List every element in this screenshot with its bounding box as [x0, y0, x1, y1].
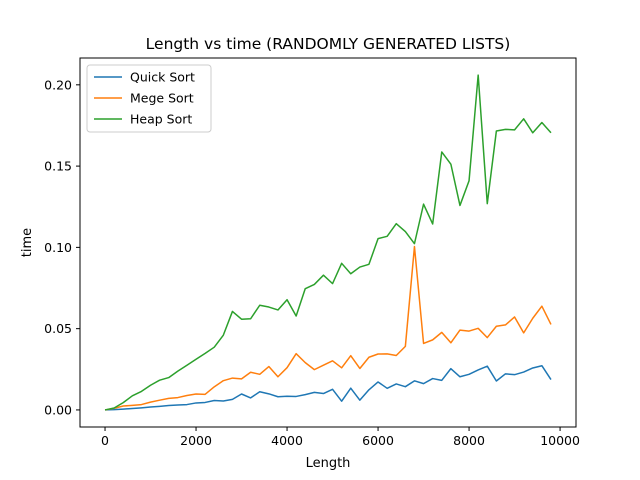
legend: Quick Sort Mege Sort Heap Sort — [86, 64, 212, 133]
series-line-mege-sort — [104, 245, 552, 411]
x-tick-label: 0 — [101, 433, 109, 448]
x-tick-label: 2000 — [180, 433, 212, 448]
y-tick-label: 0.15 — [44, 159, 72, 174]
x-tick-label: 10000 — [540, 433, 580, 448]
chart-title: Length vs time (RANDOMLY GENERATED LISTS… — [146, 35, 511, 53]
legend-box — [86, 64, 212, 133]
legend-label-mege-sort: Mege Sort — [130, 91, 194, 106]
legend-label-heap-sort: Heap Sort — [130, 112, 192, 127]
series-line-quick-sort — [105, 364, 552, 411]
y-tick-label: 0.10 — [44, 240, 72, 255]
x-axis-title: Length — [306, 456, 351, 471]
plot-area-frame — [79, 57, 577, 428]
y-tick-label: 0.05 — [44, 321, 72, 336]
y-tick-label: 0.20 — [44, 77, 72, 92]
x-tick-label: 6000 — [362, 433, 394, 448]
y-axis-title: time — [20, 228, 35, 257]
legend-label-quick-sort: Quick Sort — [130, 70, 195, 85]
x-tick-label: 4000 — [271, 433, 303, 448]
y-tick-label: 0.00 — [44, 402, 72, 417]
x-tick-label: 8000 — [453, 433, 485, 448]
series-line-heap-sort — [104, 74, 552, 411]
